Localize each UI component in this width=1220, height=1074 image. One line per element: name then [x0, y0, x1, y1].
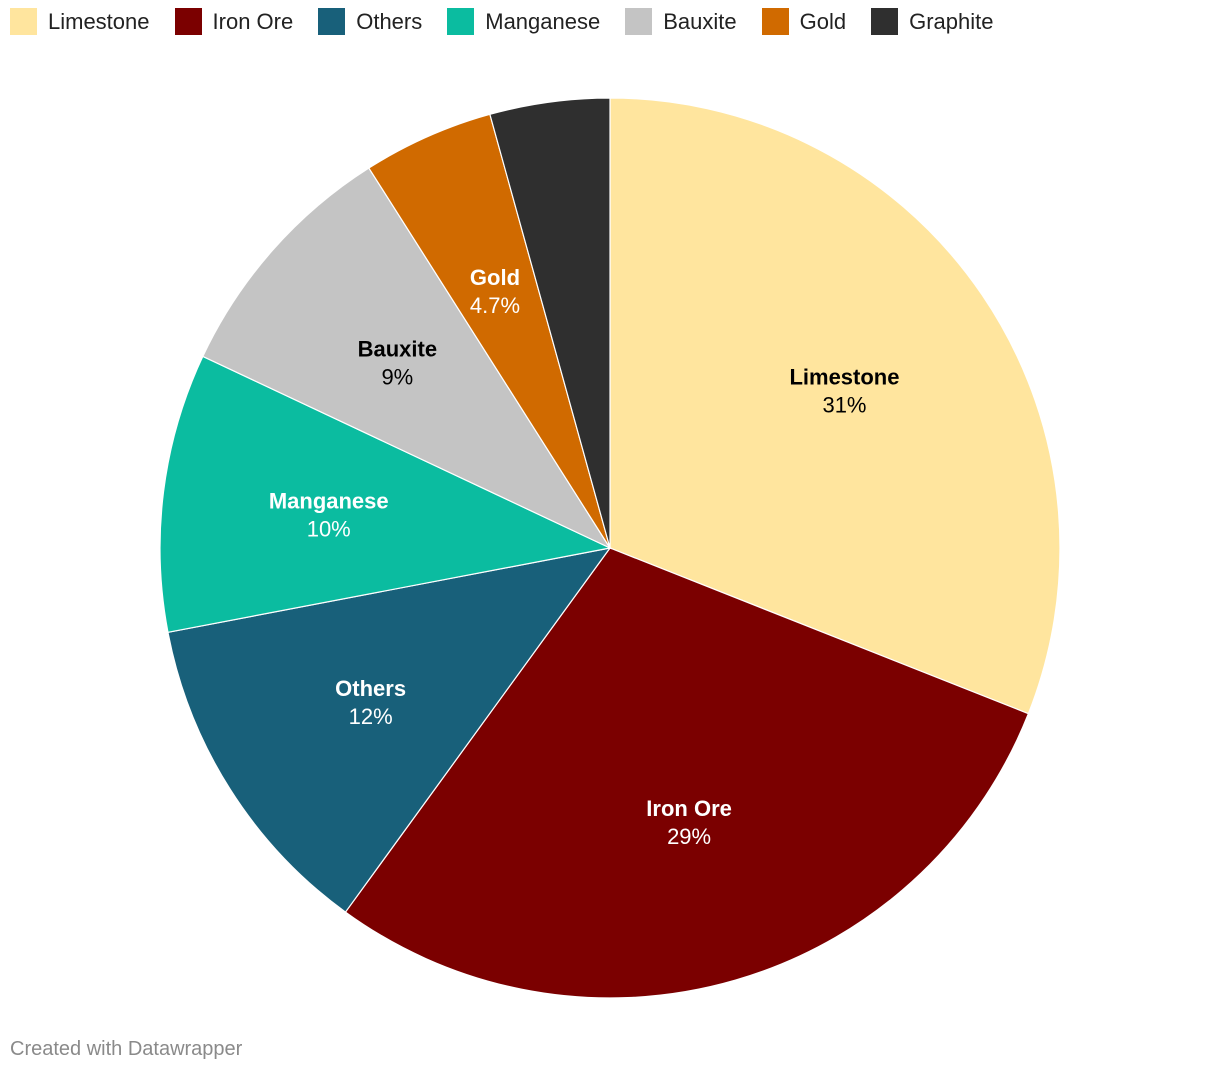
pie-slice-manganese [159, 355, 612, 634]
legend-item-limestone: Limestone [10, 8, 150, 35]
slice-label-value-others: 12% [349, 704, 393, 729]
legend-item-graphite: Graphite [871, 8, 994, 35]
legend-swatch-others [318, 8, 346, 35]
legend-label-graphite: Graphite [909, 8, 994, 34]
slice-label-name-manganese: Manganese [269, 488, 389, 513]
slice-label-value-manganese: 10% [307, 516, 351, 541]
slice-label-value-iron-ore: 29% [667, 824, 711, 849]
legend-item-bauxite: Bauxite [625, 8, 737, 35]
slice-label-name-gold: Gold [470, 265, 520, 290]
legend-swatch-limestone [10, 8, 37, 35]
legend-label-gold: Gold [799, 8, 847, 34]
legend-item-manganese: Manganese [447, 8, 600, 35]
legend-swatch-iron-ore [174, 8, 202, 35]
slice-label-name-others: Others [335, 676, 406, 701]
legend-item-iron-ore: Iron Ore [174, 8, 294, 35]
legend-label-limestone: Limestone [48, 8, 150, 34]
legend-swatch-graphite [871, 8, 899, 35]
footer-credit: Created with Datawrapper [10, 1038, 243, 1060]
slice-label-value-gold: 4.7% [470, 293, 520, 318]
pie-slice-graphite [489, 97, 611, 549]
pie-slice-bauxite [202, 167, 612, 550]
legend-label-others: Others [356, 8, 423, 34]
slice-label-value-limestone: 31% [822, 393, 866, 418]
chart-legend: Limestone Iron Ore Others Manganese Bauxite G… [10, 8, 1019, 35]
legend-label-iron-ore: Iron Ore [212, 8, 294, 34]
legend-swatch-bauxite [625, 8, 653, 35]
slice-label-name-iron-ore: Iron Ore [646, 796, 732, 821]
slice-label-name-bauxite: Bauxite [358, 337, 437, 362]
slice-label-name-limestone: Limestone [789, 365, 899, 390]
pie-slice-limestone [609, 97, 1061, 715]
pie-slice-others [167, 547, 612, 913]
legend-swatch-manganese [447, 8, 475, 35]
legend-item-others: Others [318, 8, 422, 35]
legend-label-bauxite: Bauxite [663, 8, 737, 34]
pie-slice-iron-ore [344, 547, 1030, 999]
pie-slices [159, 97, 1061, 999]
legend-item-gold: Gold [761, 8, 847, 35]
slice-label-value-bauxite: 9% [381, 365, 413, 390]
pie-labels: Limestone 31% Iron Ore 29% Others 12% Manganes… [269, 265, 900, 849]
legend-swatch-gold [761, 8, 789, 35]
legend-label-manganese: Manganese [485, 8, 601, 34]
